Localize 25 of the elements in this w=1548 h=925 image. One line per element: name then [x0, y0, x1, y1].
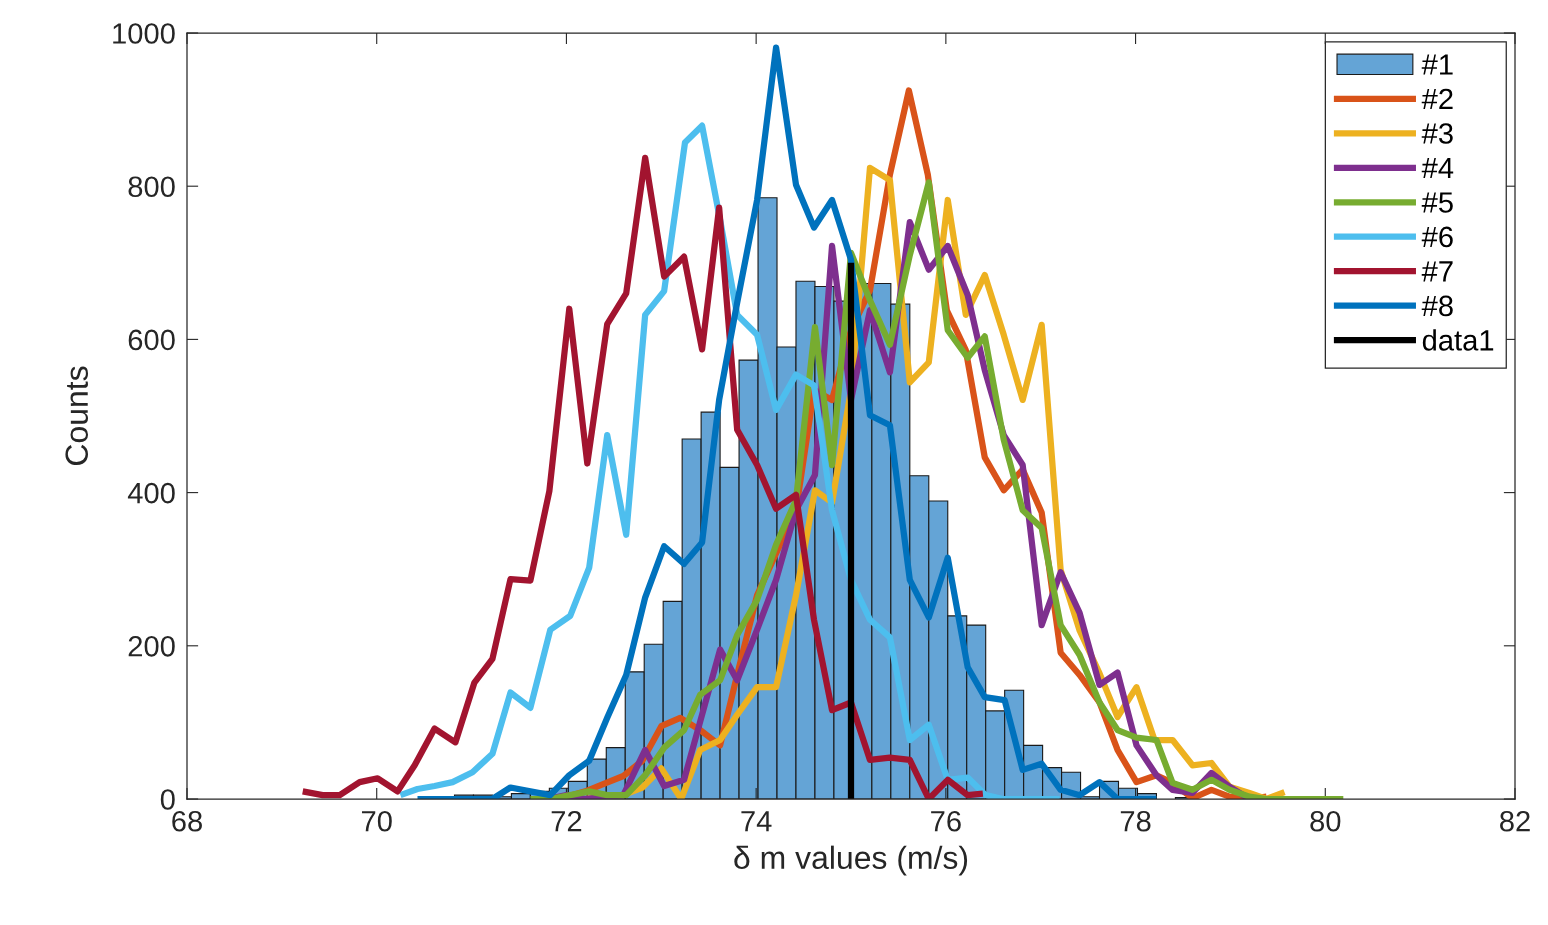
legend-label: data1 — [1422, 329, 1494, 351]
y-tick-label: 800 — [128, 176, 175, 198]
legend-label: #2 — [1421, 88, 1453, 110]
y-tick-label: 0 — [160, 789, 175, 810]
x-tick-label: 72 — [551, 810, 582, 832]
legend-label: #5 — [1421, 192, 1453, 213]
y-tick-label: 400 — [127, 482, 175, 504]
legend-label: #3 — [1421, 123, 1453, 144]
legend-label: #6 — [1421, 226, 1453, 248]
y-tick-label: 1000 — [113, 23, 175, 44]
x-tick-label: 82 — [1500, 810, 1530, 832]
x-tick-label: 74 — [741, 811, 772, 832]
x-axis-title: δ m values (m/s) — [734, 845, 968, 876]
x-tick-label: 76 — [931, 810, 961, 832]
x-tick-label: 80 — [1310, 810, 1341, 832]
y-tick-label: 200 — [128, 636, 175, 657]
legend-label: #4 — [1421, 157, 1454, 178]
y-axis-title: Counts — [65, 366, 89, 465]
legend-label: #8 — [1421, 295, 1453, 317]
x-tick-label: 78 — [1120, 810, 1151, 832]
x-tick-label: 68 — [172, 810, 202, 832]
x-tick-label: 70 — [361, 810, 392, 832]
y-tick-label: 600 — [128, 329, 175, 351]
legend-label: #7 — [1421, 261, 1453, 282]
legend-label: #1 — [1421, 54, 1453, 75]
